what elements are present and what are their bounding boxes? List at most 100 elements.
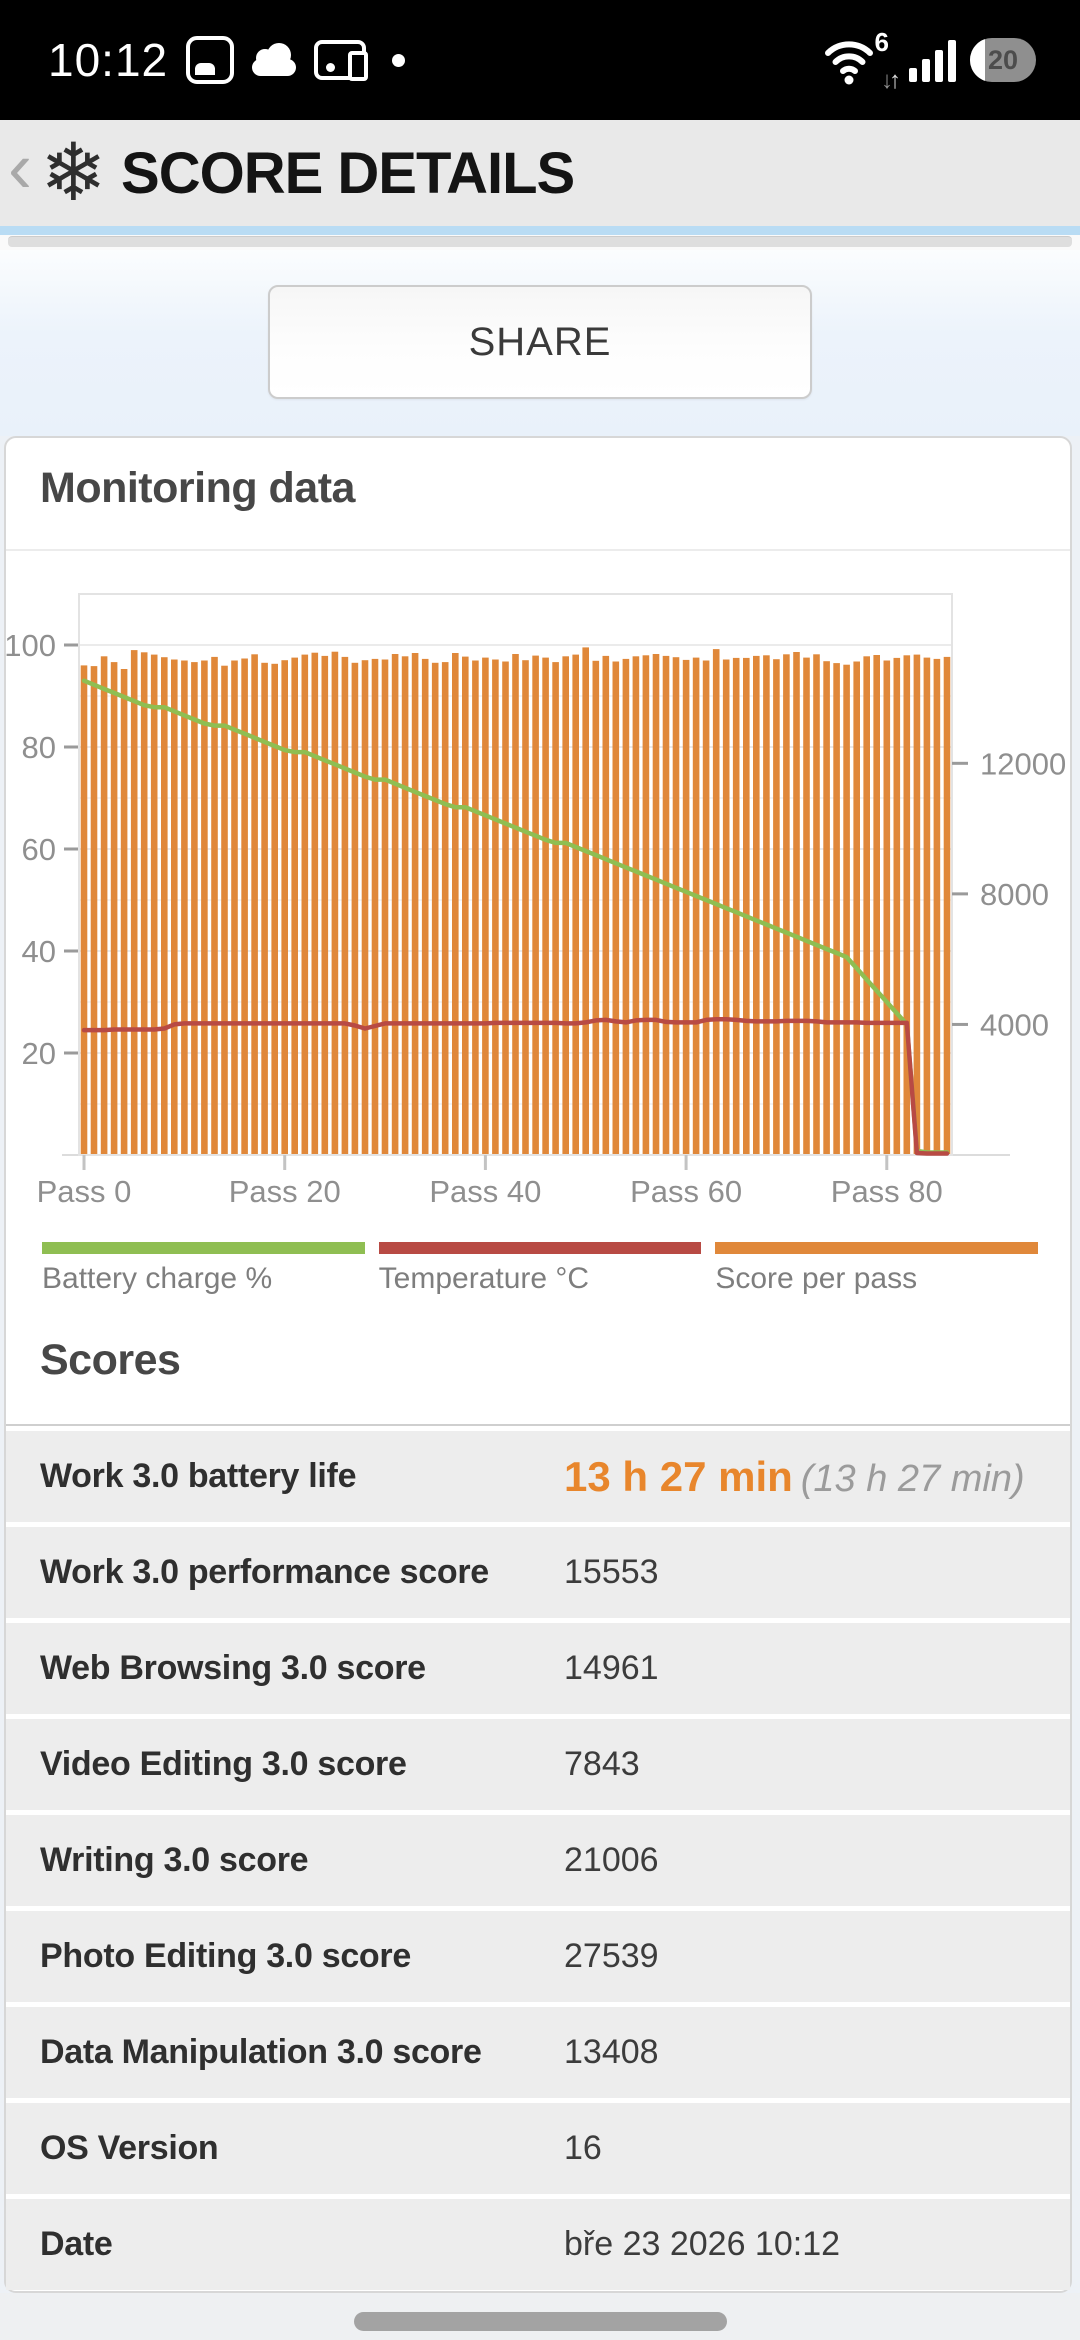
header-accent-line: [0, 226, 1080, 235]
row-label: Work 3.0 performance score: [40, 1553, 489, 1591]
left-tick-label: 20: [22, 1036, 56, 1071]
legend-item: Score per pass: [715, 1242, 1039, 1296]
scrollbar-track: [0, 235, 1080, 250]
back-button[interactable]: ‹: [8, 128, 32, 208]
score-bar: [933, 658, 941, 1155]
left-tick-label: 100: [6, 628, 56, 663]
row-value: 14961: [564, 1649, 659, 1687]
score-bar: [682, 659, 690, 1155]
notification-dot-icon: [392, 53, 406, 67]
battery-fill-level: [970, 38, 985, 82]
monitoring-chart: 20 40 60 80 100 4000 8000 12000 Pass 0 Pass 20 Pas…: [6, 593, 1066, 1209]
details-card: Monitoring data 20 40 60 80 100 4000 8000 12000…: [4, 436, 1072, 2293]
row-value: 7843: [564, 1745, 640, 1783]
table-row: Photo Editing 3.0 score 27539: [6, 1911, 1070, 2002]
right-tick-label: 4000: [980, 1007, 1049, 1042]
score-bar: [602, 655, 610, 1155]
x-tick-label: Pass 20: [229, 1174, 341, 1209]
row-value: 13408: [564, 2033, 659, 2071]
score-bar: [301, 654, 309, 1155]
divider: [6, 549, 1070, 551]
score-bar: [652, 654, 660, 1155]
scrollbar-thumb[interactable]: [8, 236, 1072, 247]
right-tick-label: 12000: [980, 746, 1066, 781]
clock: 10:12: [48, 34, 169, 86]
table-row: Work 3.0 battery life 13 h 27 min (13 h 27…: [6, 1431, 1070, 1522]
share-button[interactable]: SHARE: [268, 285, 812, 399]
row-value: bře 23 2026 10:12: [564, 2225, 841, 2263]
x-tick-label: Pass 40: [429, 1174, 541, 1209]
left-tick-label: 80: [22, 730, 56, 765]
score-bar: [632, 656, 640, 1155]
left-tick-label: 60: [22, 832, 56, 867]
score-bar: [391, 654, 399, 1155]
score-bar: [130, 650, 138, 1155]
score-bar: [823, 661, 830, 1155]
score-bar: [843, 664, 850, 1155]
score-bar: [552, 662, 559, 1155]
score-bar: [763, 655, 770, 1155]
row-label: Data Manipulation 3.0 score: [40, 2033, 482, 2071]
score-bar: [512, 654, 519, 1155]
score-bar: [171, 659, 178, 1155]
row-value: 15553: [564, 1553, 659, 1591]
score-bar: [341, 656, 349, 1155]
score-bar: [783, 654, 790, 1155]
score-bars: [80, 647, 951, 1155]
score-bar: [672, 657, 680, 1155]
score-bar: [110, 662, 118, 1155]
row-label: Photo Editing 3.0 score: [40, 1937, 411, 1975]
score-bar: [502, 661, 509, 1155]
score-bar: [90, 666, 98, 1155]
score-bar: [692, 657, 700, 1155]
battery-percent-label: 20: [987, 44, 1019, 75]
legend-swatch: [42, 1242, 365, 1254]
score-bar: [231, 660, 238, 1155]
row-label: OS Version: [40, 2129, 219, 2167]
score-bar: [702, 660, 710, 1155]
table-row: Writing 3.0 score 21006: [6, 1815, 1070, 1906]
score-bar: [441, 662, 449, 1155]
score-bar: [592, 660, 600, 1155]
score-bar: [482, 657, 489, 1155]
x-tick-label: Pass 0: [37, 1174, 132, 1209]
score-bar: [893, 657, 901, 1155]
score-bar: [181, 660, 188, 1155]
score-bar: [321, 655, 329, 1155]
wifi-generation-label: 6: [874, 27, 889, 57]
score-bar: [522, 660, 529, 1155]
status-bar: 10:12 6 ↓↑ 20: [0, 0, 1080, 120]
battery-life-value: 13 h 27 min: [564, 1452, 793, 1500]
row-label: Date: [40, 2225, 113, 2263]
share-section: SHARE: [0, 250, 1080, 436]
wifi-icon: 6 ↓↑: [821, 27, 901, 94]
row-value: 27539: [564, 1937, 659, 1975]
legend-item: Battery charge %: [42, 1242, 365, 1296]
score-bar: [80, 665, 88, 1155]
battery-life-secondary-value: (13 h 27 min): [800, 1457, 1025, 1500]
score-bar: [120, 669, 128, 1155]
score-bar: [923, 657, 931, 1155]
score-bar: [582, 647, 589, 1155]
score-bar: [813, 654, 820, 1155]
score-bar: [472, 660, 479, 1155]
legend-label: Temperature °C: [378, 1262, 590, 1295]
score-bar: [261, 662, 268, 1155]
score-bar: [431, 662, 439, 1155]
score-bar: [201, 660, 208, 1155]
score-bar: [622, 658, 630, 1155]
score-bar: [281, 660, 288, 1155]
score-bar: [562, 656, 569, 1155]
cast-icon: [314, 40, 369, 81]
score-bar: [903, 655, 911, 1155]
table-row: OS Version 16: [6, 2103, 1070, 2194]
score-bar: [462, 656, 469, 1155]
app-header: ‹ ❄ SCORE DETAILS: [0, 120, 1080, 226]
score-bar: [291, 657, 298, 1155]
score-bar: [662, 655, 670, 1155]
score-bar: [532, 655, 539, 1155]
score-bar: [913, 654, 921, 1155]
home-indicator[interactable]: [354, 2312, 727, 2331]
x-tick-label: Pass 80: [831, 1174, 943, 1209]
row-value: 21006: [564, 1841, 659, 1879]
